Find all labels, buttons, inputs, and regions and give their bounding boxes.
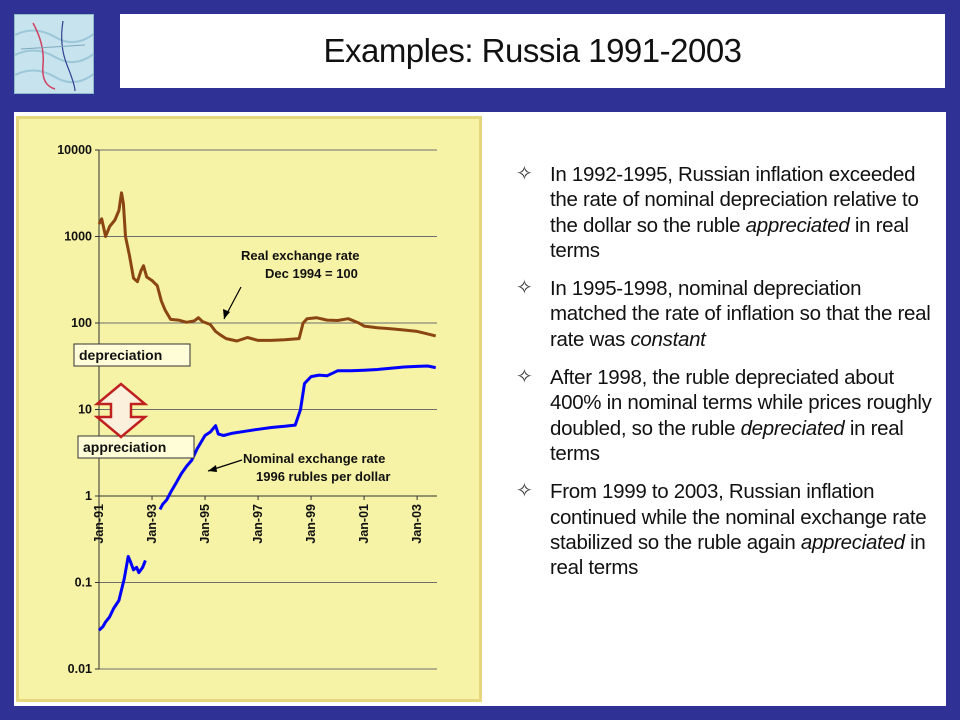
bullet-emphasis: appreciated bbox=[800, 530, 905, 554]
double-arrow-icon bbox=[93, 382, 149, 439]
bullet-text: After 1998, the ruble depreciated about … bbox=[550, 366, 932, 440]
bullet-text: In 1992-1995, Russian inflation exceeded… bbox=[550, 163, 919, 237]
y-tick-label: 100 bbox=[71, 316, 92, 330]
bullet-emphasis: depreciated bbox=[740, 416, 845, 440]
page-title: Examples: Russia 1991-2003 bbox=[323, 32, 742, 69]
four-point-star-icon: ✧ bbox=[516, 163, 533, 185]
x-tick-label: Jan-97 bbox=[251, 504, 265, 544]
four-point-star-icon: ✧ bbox=[516, 366, 533, 389]
x-tick-label: Jan-01 bbox=[357, 504, 371, 544]
bullet-item: ✧ In 1992-1995, Russian inflation exceede… bbox=[516, 162, 941, 263]
bullet-item: ✧ After 1998, the ruble depreciated about… bbox=[516, 365, 941, 466]
nominal-exchange-rate-line bbox=[97, 555, 147, 632]
real-exchange-rate-line bbox=[97, 191, 437, 343]
nominal-rate-label: 1996 rubles per dollar bbox=[256, 469, 390, 484]
bullet-item: ✧ In 1995-1998, nominal depreciation matc… bbox=[516, 276, 941, 352]
x-tick-label: Jan-95 bbox=[198, 504, 212, 544]
content-panel: 10000 1000 100 10 1 0.1 0.01 Jan-91 Jan-93 Jan-95… bbox=[14, 112, 946, 706]
appreciation-box bbox=[77, 435, 195, 459]
bullet-text: From 1999 to 2003, Russian inflation con… bbox=[550, 480, 927, 554]
nominal-exchange-rate-line bbox=[158, 364, 436, 511]
y-tick-label: 10 bbox=[78, 403, 92, 417]
chart-frame: 10000 1000 100 10 1 0.1 0.01 Jan-91 Jan-93 Jan-95… bbox=[16, 116, 482, 702]
depreciation-box bbox=[73, 343, 191, 367]
bullet-text: in real terms bbox=[550, 213, 909, 262]
y-tick-label: 1 bbox=[85, 489, 92, 503]
x-tick-label: Jan-03 bbox=[410, 504, 424, 544]
bullet-emphasis: appreciated bbox=[745, 213, 850, 237]
bullet-list: ✧ In 1992-1995, Russian inflation exceede… bbox=[516, 162, 941, 593]
real-rate-label: Dec 1994 = 100 bbox=[265, 266, 358, 281]
appreciation-label: appreciation bbox=[83, 439, 166, 455]
exchange-rate-chart: 10000 1000 100 10 1 0.1 0.01 Jan-91 Jan-93 Jan-95… bbox=[19, 119, 479, 699]
bullet-text: in real terms bbox=[550, 416, 904, 465]
bullet-item: ✧ From 1999 to 2003, Russian inflation co… bbox=[516, 479, 941, 580]
depreciation-label: depreciation bbox=[79, 347, 162, 363]
nominal-rate-label: Nominal exchange rate bbox=[243, 451, 385, 466]
y-tick-label: 0.1 bbox=[75, 576, 92, 590]
x-tick-label: Jan-93 bbox=[145, 504, 159, 544]
pointer-arrowhead bbox=[223, 309, 230, 319]
bullet-text: In 1995-1998, nominal depreciation match… bbox=[550, 277, 931, 351]
pointer-arrowhead bbox=[208, 465, 217, 472]
bullet-text: in real terms bbox=[550, 530, 926, 580]
four-point-star-icon: ✧ bbox=[516, 277, 533, 300]
y-tick-label: 0.01 bbox=[68, 662, 92, 676]
wave-map-icon bbox=[15, 15, 93, 93]
x-tick-label: Jan-91 bbox=[92, 504, 106, 544]
y-tick-label: 1000 bbox=[64, 230, 92, 244]
logo-icon bbox=[14, 14, 94, 94]
real-rate-label: Real exchange rate bbox=[241, 248, 360, 263]
title-bar: Examples: Russia 1991-2003 bbox=[120, 14, 945, 88]
bullet-emphasis: constant bbox=[630, 327, 706, 351]
x-tick-label: Jan-99 bbox=[304, 504, 318, 544]
y-tick-label: 10000 bbox=[57, 143, 92, 157]
four-point-star-icon: ✧ bbox=[516, 480, 533, 503]
